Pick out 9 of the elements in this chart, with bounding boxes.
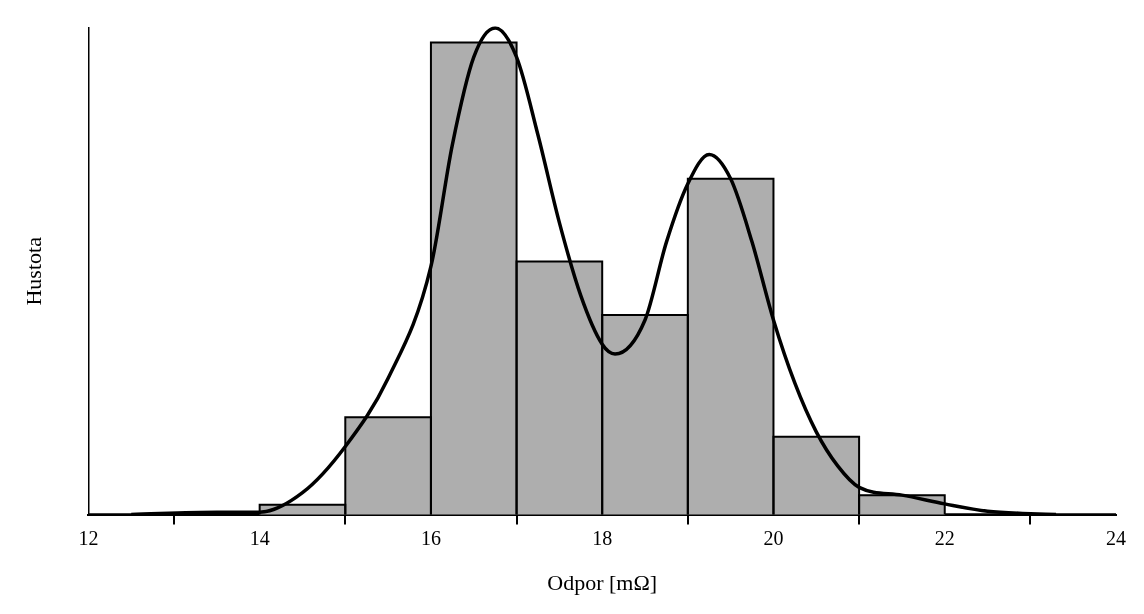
x-tick-label: 12 (78, 526, 99, 549)
y-axis-title: Hustota (20, 236, 46, 306)
x-tick-label: 22 (934, 526, 955, 549)
x-tick-label: 18 (592, 526, 613, 549)
x-tick-label: 24 (1106, 526, 1126, 549)
x-tick-label: 14 (249, 526, 270, 549)
x-tick-label: 20 (763, 526, 784, 549)
x-axis-title: Odpor [mΩ] (547, 569, 658, 595)
x-tick-label: 16 (420, 526, 441, 549)
